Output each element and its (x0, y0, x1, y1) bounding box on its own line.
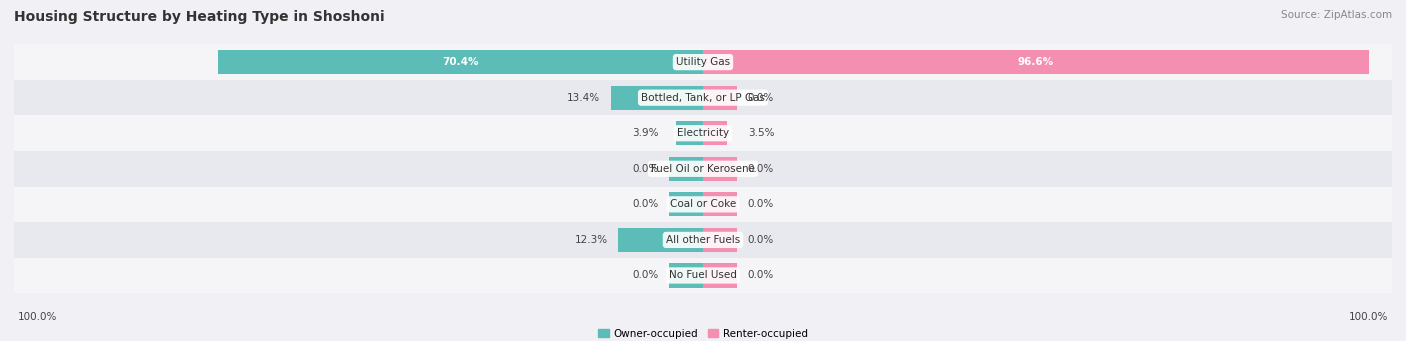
Text: 70.4%: 70.4% (443, 57, 479, 67)
Bar (669, 263, 703, 287)
Text: 0.0%: 0.0% (631, 199, 658, 209)
Bar (14, 151, 1392, 187)
Bar (676, 121, 703, 145)
Bar (14, 258, 1392, 293)
Text: 0.0%: 0.0% (631, 270, 658, 281)
Text: All other Fuels: All other Fuels (666, 235, 740, 245)
Bar (14, 222, 1392, 258)
Bar (14, 116, 1392, 151)
Text: 0.0%: 0.0% (631, 164, 658, 174)
Text: 100.0%: 100.0% (18, 312, 58, 322)
Bar (619, 228, 703, 252)
Text: 0.0%: 0.0% (748, 270, 775, 281)
Text: 0.0%: 0.0% (748, 199, 775, 209)
Bar (218, 50, 703, 74)
Text: Utility Gas: Utility Gas (676, 57, 730, 67)
Bar (703, 263, 738, 287)
Bar (703, 157, 738, 181)
Bar (703, 228, 738, 252)
Text: 96.6%: 96.6% (1018, 57, 1054, 67)
Text: 3.5%: 3.5% (748, 128, 775, 138)
Text: Bottled, Tank, or LP Gas: Bottled, Tank, or LP Gas (641, 93, 765, 103)
Text: 0.0%: 0.0% (748, 235, 775, 245)
Text: Electricity: Electricity (676, 128, 730, 138)
Bar (703, 50, 1368, 74)
Bar (14, 187, 1392, 222)
Text: 12.3%: 12.3% (575, 235, 607, 245)
Bar (669, 192, 703, 217)
Text: 3.9%: 3.9% (631, 128, 658, 138)
Text: Housing Structure by Heating Type in Shoshoni: Housing Structure by Heating Type in Sho… (14, 10, 385, 24)
Bar (703, 192, 738, 217)
Text: 100.0%: 100.0% (1348, 312, 1388, 322)
Text: Fuel Oil or Kerosene: Fuel Oil or Kerosene (651, 164, 755, 174)
Text: Source: ZipAtlas.com: Source: ZipAtlas.com (1281, 10, 1392, 20)
Text: 13.4%: 13.4% (567, 93, 600, 103)
Bar (14, 80, 1392, 116)
Text: 0.0%: 0.0% (748, 164, 775, 174)
Text: No Fuel Used: No Fuel Used (669, 270, 737, 281)
Bar (610, 86, 703, 110)
Bar (14, 44, 1392, 80)
Text: 0.0%: 0.0% (748, 93, 775, 103)
Text: Coal or Coke: Coal or Coke (669, 199, 737, 209)
Bar (703, 86, 738, 110)
Legend: Owner-occupied, Renter-occupied: Owner-occupied, Renter-occupied (595, 325, 811, 341)
Bar (703, 121, 727, 145)
Bar (669, 157, 703, 181)
